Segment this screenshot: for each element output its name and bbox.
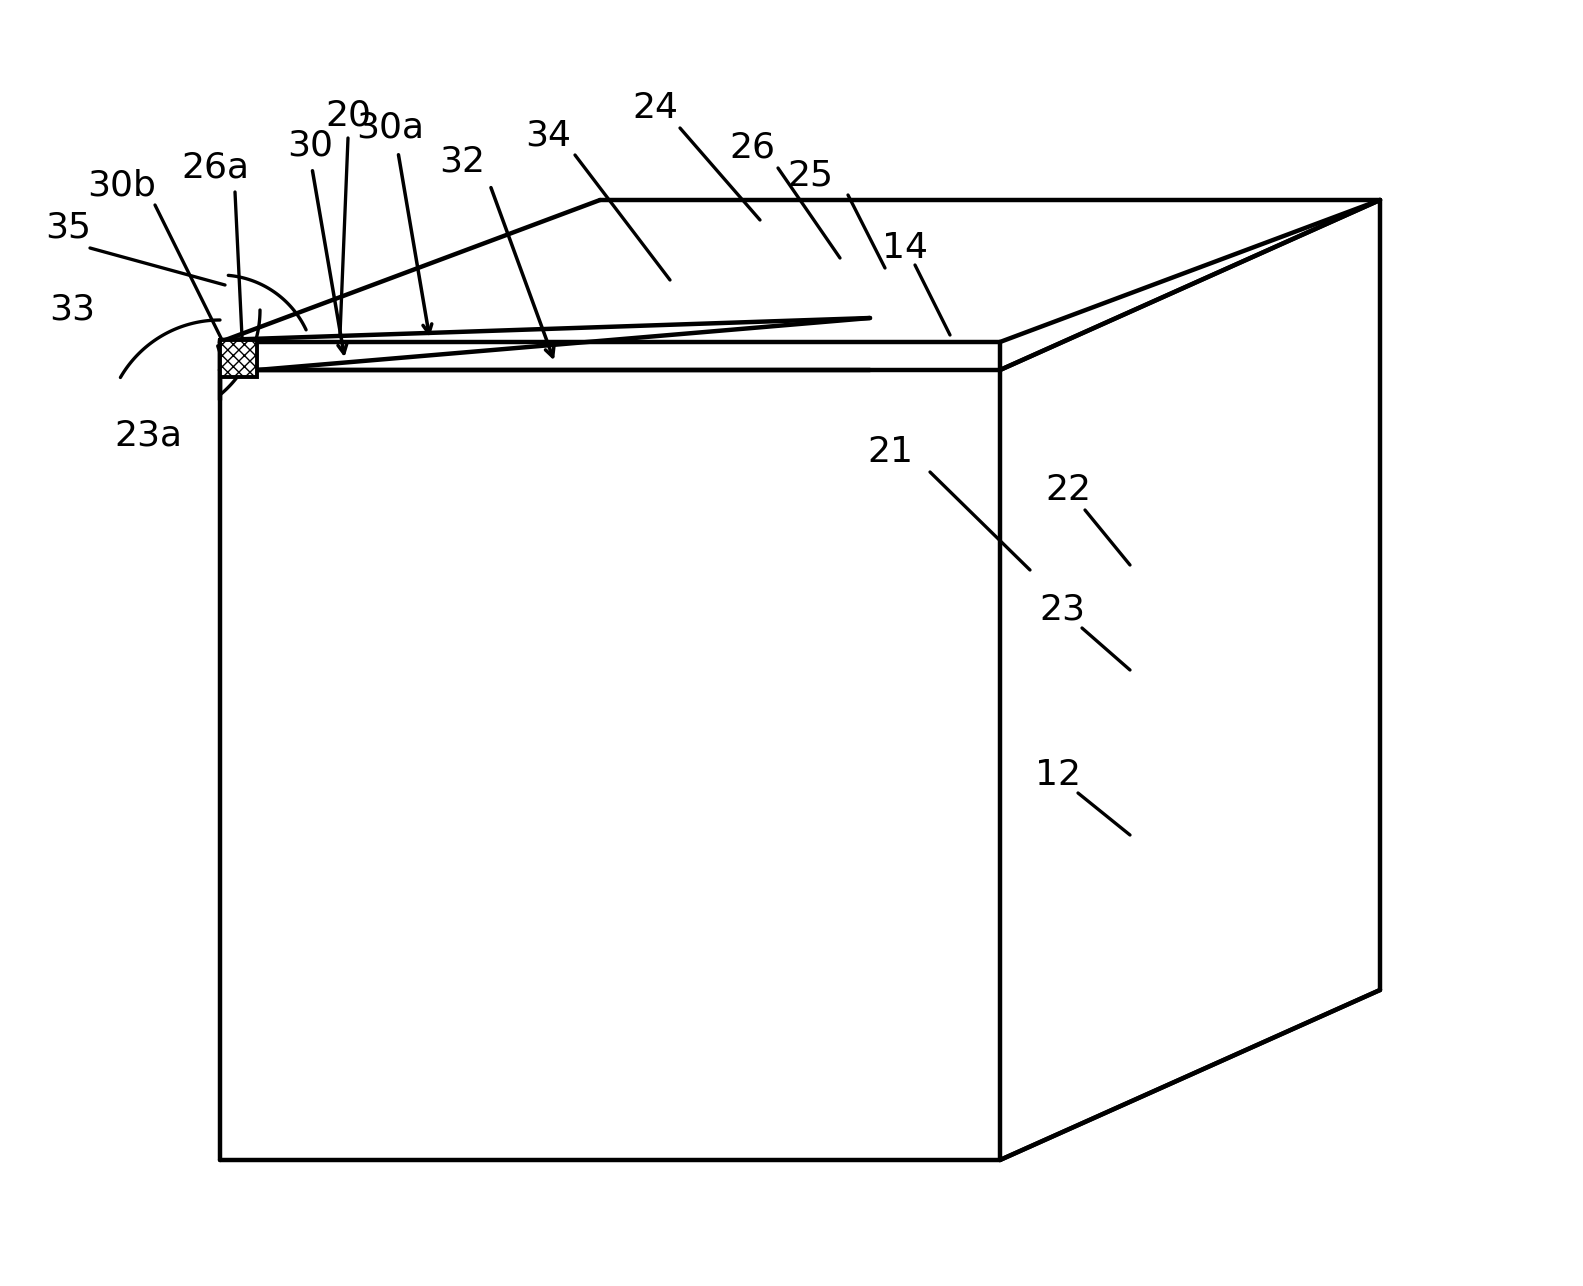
Text: 30: 30 [287, 129, 332, 162]
Text: 25: 25 [787, 158, 833, 192]
Text: 26: 26 [730, 131, 776, 165]
Text: 35: 35 [44, 211, 90, 246]
Bar [220, 340, 256, 377]
Text: 26a: 26a [180, 150, 249, 185]
Text: 23a: 23a [114, 418, 182, 451]
Text: 30b: 30b [87, 168, 157, 202]
Text: 22: 22 [1045, 473, 1091, 507]
Text: 34: 34 [526, 118, 571, 152]
Text: 20: 20 [325, 98, 370, 132]
Text: 24: 24 [632, 91, 678, 125]
Text: 30a: 30a [356, 111, 424, 145]
Text: 32: 32 [438, 145, 484, 179]
Text: 12: 12 [1035, 757, 1081, 792]
Text: 33: 33 [49, 293, 95, 327]
Text: 21: 21 [867, 435, 913, 469]
Text: 23: 23 [1038, 593, 1084, 628]
Text: 14: 14 [882, 231, 928, 265]
